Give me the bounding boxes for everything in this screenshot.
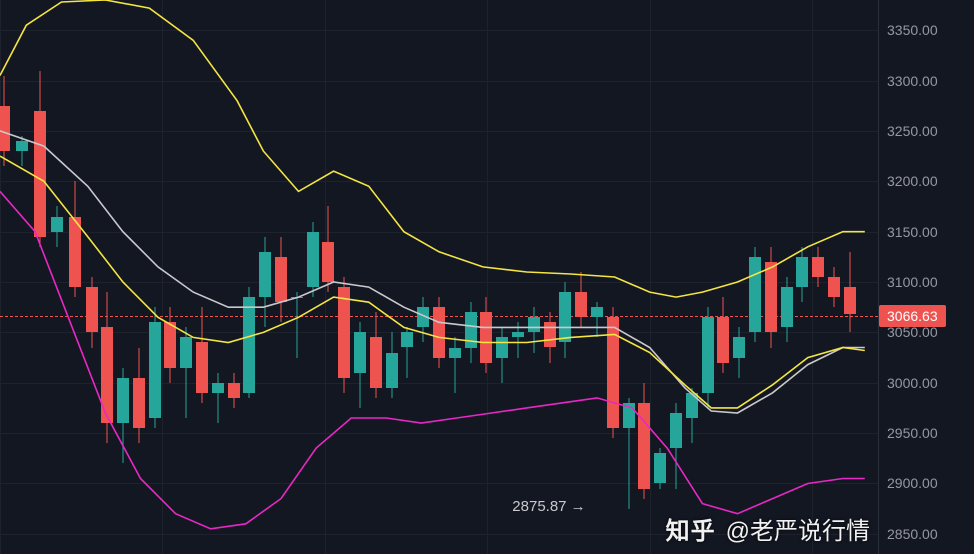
low-annotation: 2875.87 → [512, 498, 585, 515]
y-axis[interactable]: 3350.00 3300.00 3250.00 3200.00 3150.00 3100.… [878, 0, 974, 554]
y-tick-label: 3250.00 [887, 123, 938, 139]
y-tick-label: 3350.00 [887, 22, 938, 38]
watermark: 知乎 @老严说行情 [666, 511, 870, 546]
watermark-text: @老严说行情 [726, 511, 870, 546]
y-tick-label: 3200.00 [887, 173, 938, 189]
chart-plot-area[interactable]: 2875.87 → [0, 0, 878, 554]
y-tick-label: 2850.00 [887, 526, 938, 542]
bb-lower [0, 191, 865, 528]
current-price-tag: 3066.63 [879, 305, 946, 327]
y-tick-label: 2950.00 [887, 425, 938, 441]
watermark-logo: 知乎 [666, 511, 716, 546]
ma-long [0, 131, 865, 413]
y-tick-label: 3000.00 [887, 375, 938, 391]
bb-upper [0, 0, 865, 297]
overlay-lines-layer [0, 0, 878, 554]
y-tick-label: 3150.00 [887, 224, 938, 240]
y-tick-label: 3100.00 [887, 274, 938, 290]
y-tick-label: 2900.00 [887, 475, 938, 491]
y-tick-label: 3300.00 [887, 73, 938, 89]
y-tick-label: 3050.00 [887, 324, 938, 340]
